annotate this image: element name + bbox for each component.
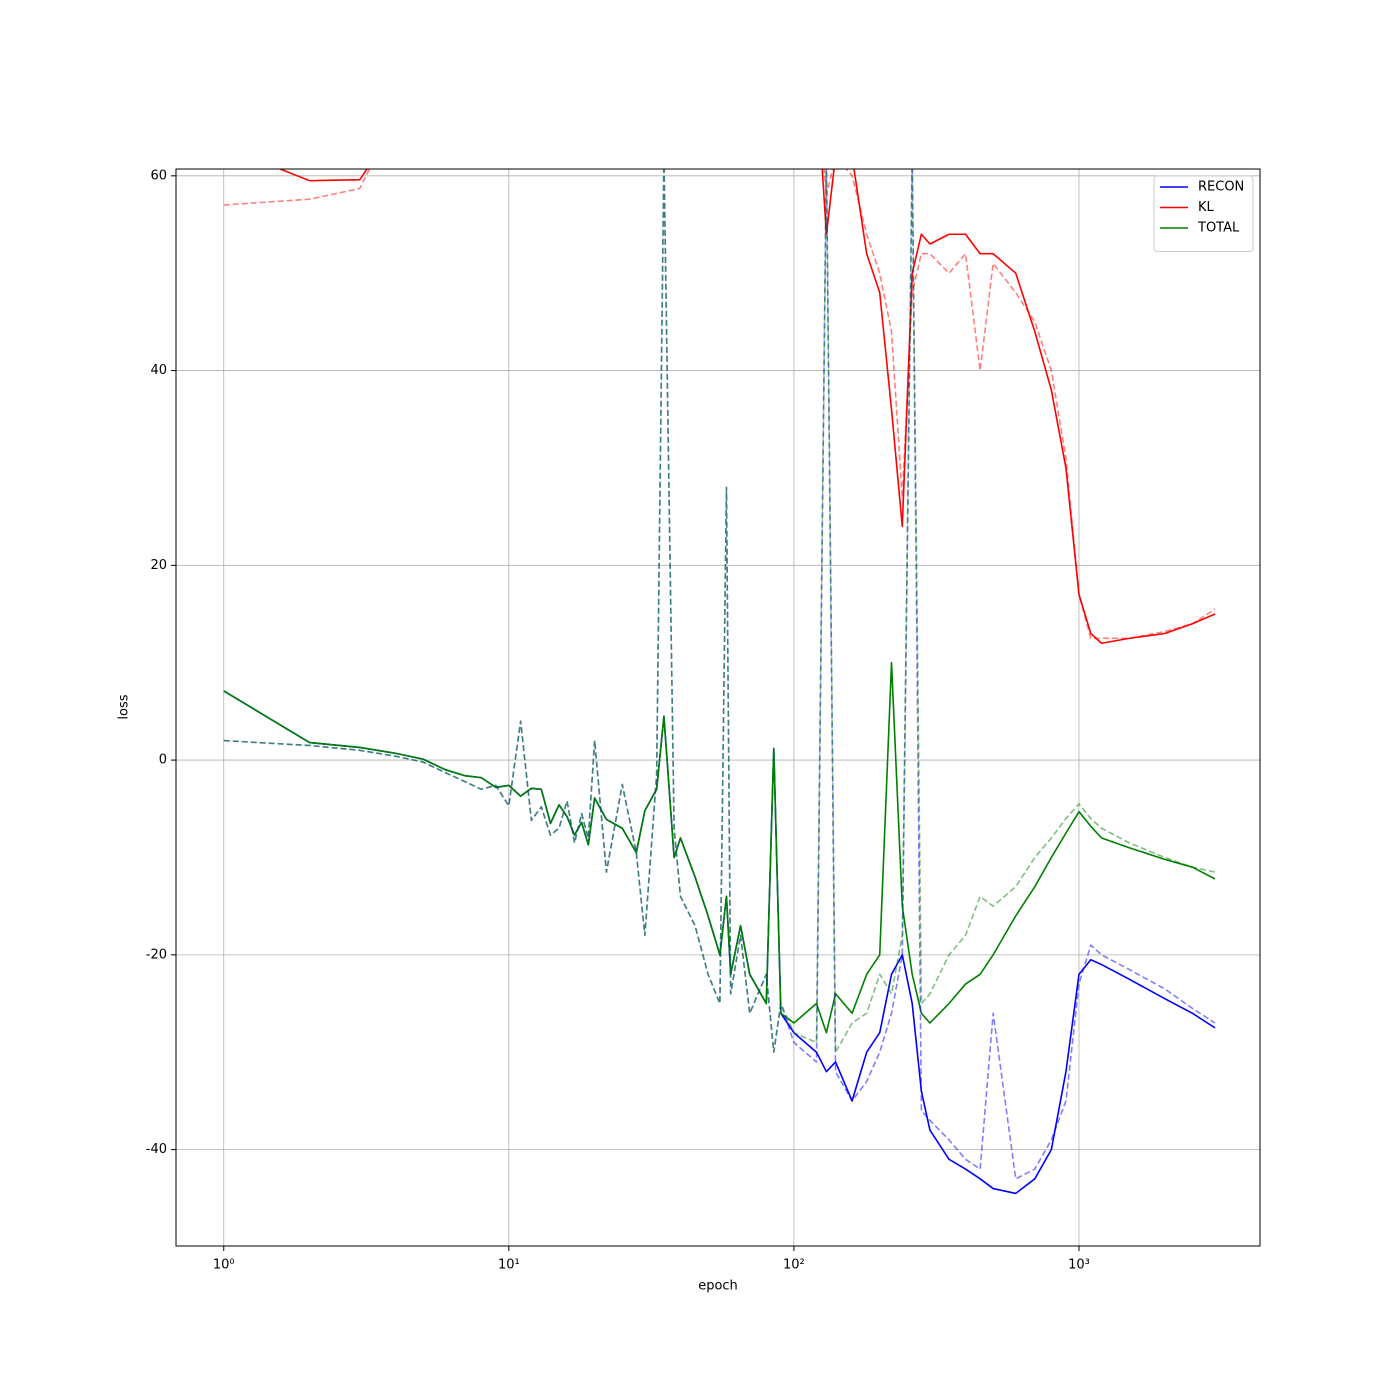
legend-label: RECON [1198, 180, 1244, 195]
legend: RECON KL TOTAL [1153, 175, 1254, 252]
plot-lines [223, 169, 1216, 1195]
dashed-line [223, 169, 1216, 640]
y-tick-label: -40 [146, 1142, 167, 1157]
x-tick-label: 10² [783, 1258, 805, 1273]
x-tick-label: 10⁰ [213, 1258, 235, 1273]
dashed-line [223, 169, 1216, 1054]
x-tick-label: 10¹ [498, 1258, 520, 1273]
y-tick-label: 60 [150, 168, 167, 183]
legend-box [1153, 175, 1254, 252]
ticks: 10⁰ 10¹ 10² 10³ -40 -20 0 20 40 60 [146, 168, 1090, 1272]
x-tick-label: 10³ [1068, 1258, 1090, 1273]
y-axis-label: loss [117, 694, 132, 719]
grid [176, 169, 1260, 1246]
y-tick-label: 20 [150, 558, 167, 573]
x-axis-label: epoch [698, 1279, 738, 1294]
y-tick-label: -20 [146, 947, 167, 962]
legend-label: KL [1198, 200, 1215, 215]
line [277, 169, 1216, 645]
y-tick-label: 0 [159, 753, 167, 768]
y-tick-label: 40 [150, 363, 167, 378]
legend-label: TOTAL [1197, 221, 1240, 236]
plot-frame [175, 168, 1261, 1247]
